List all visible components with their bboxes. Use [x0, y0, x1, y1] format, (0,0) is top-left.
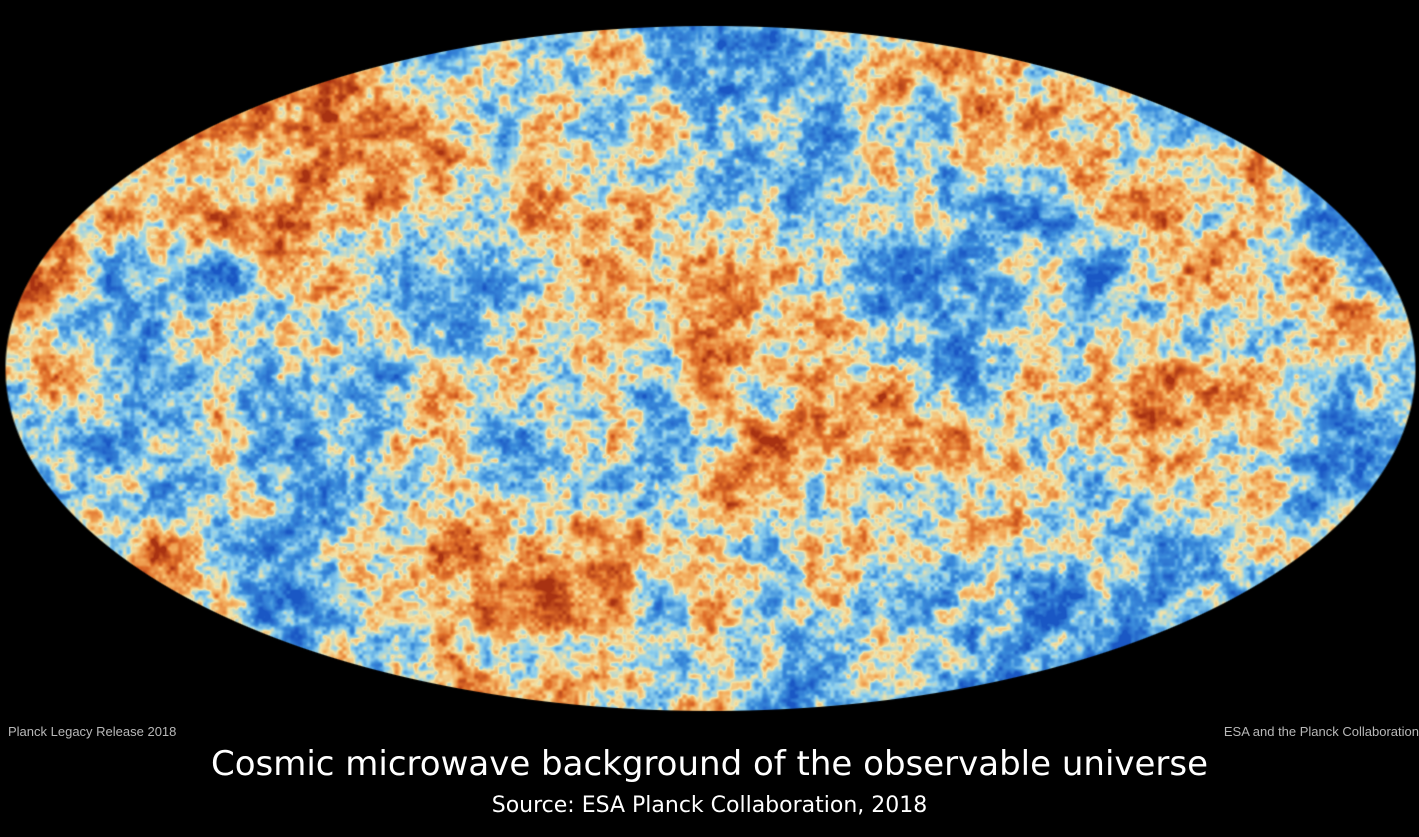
credit-right: ESA and the Planck Collaboration	[1223, 724, 1419, 739]
cmb-sky-map	[0, 0, 1419, 720]
credit-left: Planck Legacy Release 2018	[8, 724, 177, 739]
caption-title: Cosmic microwave background of the obser…	[210, 744, 1209, 784]
caption-source: Source: ESA Planck Collaboration, 2018	[491, 793, 928, 818]
